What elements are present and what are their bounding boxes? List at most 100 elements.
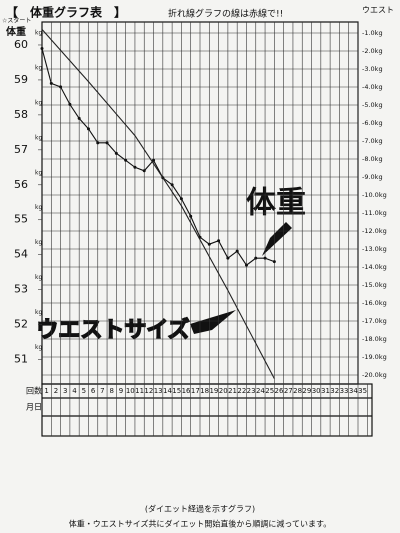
x-tick-label: 33 [340, 387, 349, 395]
start-label: ☆スタート [2, 17, 31, 25]
point [86, 127, 90, 131]
y2-tick-label: -19.0kg [362, 353, 387, 361]
point [133, 165, 137, 169]
point [244, 263, 248, 267]
x-tick-label: 6 [91, 387, 96, 395]
arrow [190, 310, 236, 334]
x-tick-label: 17 [191, 387, 200, 395]
y-unit-label: kg [35, 169, 42, 176]
y-tick-label: 51 [14, 353, 28, 366]
x-tick-label: 11 [135, 387, 144, 395]
point [49, 81, 53, 85]
x-tick-label: 22 [237, 387, 246, 395]
arrow [262, 222, 292, 256]
y-unit-label: kg [35, 274, 42, 281]
y-tick-label: 55 [14, 213, 28, 226]
x-tick-label: 20 [219, 387, 228, 395]
x-tick-label: 8 [109, 387, 113, 395]
y-unit-label: kg [35, 239, 42, 246]
x-tick-label: 34 [349, 387, 358, 395]
point [68, 102, 72, 106]
point [77, 116, 81, 120]
y-tick-label: 54 [14, 248, 28, 261]
y-unit-label: kg [35, 64, 42, 71]
y2-tick-label: -14.0kg [362, 263, 387, 271]
y2-tick-label: -16.0kg [362, 299, 387, 307]
y-unit-label: kg [35, 344, 42, 351]
y2-tick-label: -18.0kg [362, 335, 387, 343]
y2-tick-label: -12.0kg [362, 227, 387, 235]
y-unit-label: kg [35, 309, 42, 316]
series-line [41, 29, 275, 379]
x-tick-label: 16 [182, 387, 191, 395]
x-tick-label: 24 [256, 387, 265, 395]
table-frame [41, 383, 373, 437]
point [40, 46, 44, 50]
x-tick-label: 18 [200, 387, 209, 395]
y-tick-label: 53 [14, 283, 28, 296]
x-tick-label: 19 [209, 387, 218, 395]
caption: (ダイエット経過を示すグラフ) [145, 504, 255, 514]
y-unit-label: kg [35, 134, 42, 141]
y-tick-label: 59 [14, 73, 28, 86]
point [226, 256, 230, 260]
date-row-label: 月日 [26, 403, 42, 412]
x-row-label: 回数 [26, 386, 42, 396]
x-tick-label: 12 [144, 387, 153, 395]
y2-tick-label: -20.0kg [362, 371, 387, 379]
x-tick-label: 25 [265, 387, 274, 395]
point [263, 256, 267, 260]
x-tick-label: 30 [312, 387, 321, 395]
x-tick-label: 10 [126, 387, 135, 395]
y2-tick-label: -7.0kg [362, 137, 383, 145]
x-tick-label: 27 [284, 387, 293, 395]
point [96, 141, 100, 145]
y2-tick-label: -9.0kg [362, 173, 383, 181]
point [217, 239, 221, 243]
x-tick-label: 13 [154, 387, 163, 395]
point [235, 249, 239, 253]
note: 体重・ウエストサイズ共にダイエット開始直後から順調に減っています。 [69, 519, 331, 529]
y2-tick-label: -13.0kg [362, 245, 387, 253]
point [179, 197, 183, 201]
x-tick-label: 15 [172, 387, 181, 395]
y-tick-label: 57 [14, 143, 28, 156]
point [254, 256, 258, 260]
y2-tick-label: -6.0kg [362, 119, 383, 127]
point [142, 169, 146, 173]
point [59, 85, 63, 89]
x-tick-label: 1 [44, 387, 48, 395]
point [189, 214, 193, 218]
x-tick-label: 35 [358, 387, 367, 395]
y-unit-label: kg [35, 99, 42, 106]
x-tick-label: 4 [72, 387, 77, 395]
y2-tick-label: -2.0kg [362, 47, 383, 55]
y-tick-label: 56 [14, 178, 28, 191]
point [170, 183, 174, 187]
x-tick-label: 31 [321, 387, 330, 395]
x-tick-label: 5 [82, 387, 86, 395]
y2-tick-label: -4.0kg [362, 83, 383, 91]
y-unit-label: kg [35, 204, 42, 211]
y2-tick-label: -15.0kg [362, 281, 387, 289]
y2-tick-label: -1.0kg [362, 29, 383, 37]
point [207, 242, 211, 246]
chart-subtitle: 折れ線グラフの線は赤線で!! [168, 8, 283, 20]
point [152, 158, 156, 162]
point [114, 151, 118, 155]
x-tick-label: 2 [54, 387, 58, 395]
y2-tick-label: -8.0kg [362, 155, 383, 163]
x-tick-label: 3 [63, 387, 67, 395]
point [272, 260, 276, 264]
x-tick-label: 21 [228, 387, 237, 395]
x-tick-label: 26 [275, 387, 284, 395]
point [124, 158, 128, 162]
y-axis-label: 体重 [6, 25, 26, 38]
y-tick-label: 60 [14, 38, 28, 51]
y-unit-label: kg [35, 29, 42, 36]
point [105, 141, 109, 145]
y-tick-label: 52 [14, 318, 28, 331]
y2-tick-label: -10.0kg [362, 191, 387, 199]
chart-title: 【 体重グラフ表 】 [6, 5, 126, 20]
